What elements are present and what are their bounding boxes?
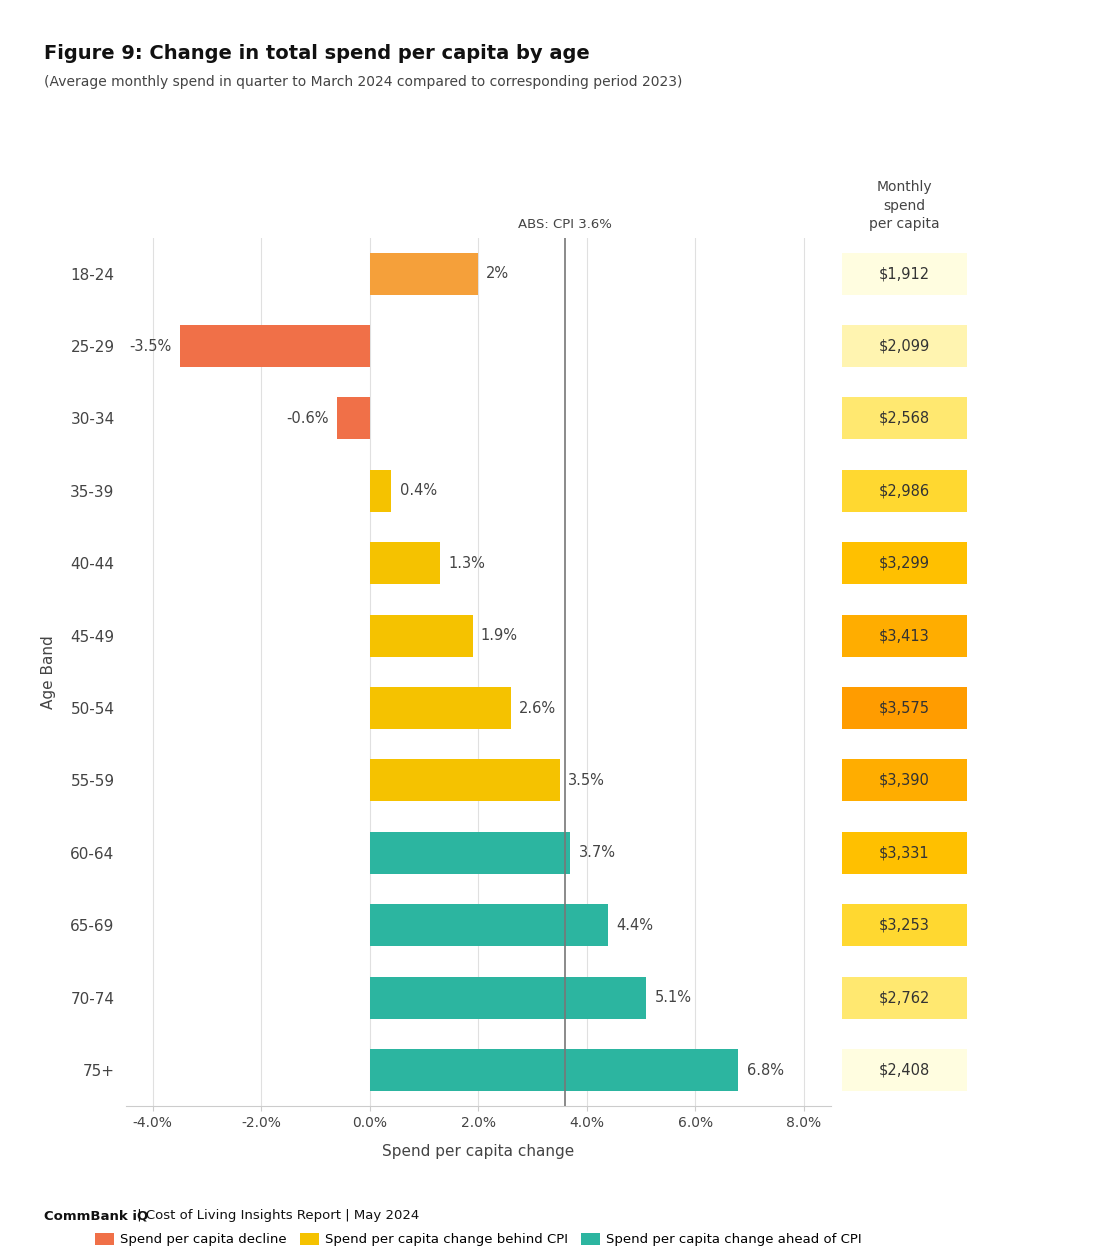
Text: 2.6%: 2.6% [519,700,556,715]
Text: $3,299: $3,299 [879,556,930,571]
Bar [369,976,646,1019]
Text: $2,762: $2,762 [879,990,930,1005]
FancyBboxPatch shape [842,542,967,584]
Text: Monthly
spend
per capita: Monthly spend per capita [869,180,940,231]
Text: $1,912: $1,912 [879,266,930,281]
FancyBboxPatch shape [842,398,967,440]
Text: $2,099: $2,099 [879,339,930,354]
Legend: Spend per capita decline, Spend per capita change behind CPI, Spend per capita c: Spend per capita decline, Spend per capi… [90,1228,868,1250]
Bar [369,831,571,874]
Text: -3.5%: -3.5% [130,339,172,354]
FancyBboxPatch shape [842,253,967,295]
Text: $3,413: $3,413 [879,629,930,644]
Bar [369,542,440,584]
Text: -0.6%: -0.6% [286,411,329,426]
Text: Figure 9: Change in total spend per capita by age: Figure 9: Change in total spend per capi… [44,44,589,63]
Bar [180,325,369,368]
Bar [369,615,473,656]
Bar [369,1049,739,1091]
Bar [369,760,560,801]
FancyBboxPatch shape [842,904,967,946]
X-axis label: Spend per capita change: Spend per capita change [383,1144,574,1159]
Text: 1.3%: 1.3% [448,556,485,571]
Bar [369,904,609,946]
Bar [369,688,510,729]
Text: 6.8%: 6.8% [747,1062,784,1078]
Text: | Cost of Living Insights Report | May 2024: | Cost of Living Insights Report | May 2… [133,1210,420,1222]
Y-axis label: Age Band: Age Band [42,635,57,709]
Text: $2,986: $2,986 [879,484,930,499]
Text: $3,331: $3,331 [879,845,930,860]
Text: ABS: CPI 3.6%: ABS: CPI 3.6% [518,219,612,231]
FancyBboxPatch shape [842,325,967,368]
Text: 0.4%: 0.4% [400,484,437,499]
Text: 2%: 2% [486,266,509,281]
Text: 4.4%: 4.4% [616,918,654,932]
FancyBboxPatch shape [842,1049,967,1091]
Text: $3,390: $3,390 [879,772,930,788]
Bar [369,253,478,295]
FancyBboxPatch shape [842,688,967,729]
Text: $2,408: $2,408 [879,1062,930,1078]
Text: $3,253: $3,253 [879,918,930,932]
Text: $3,575: $3,575 [879,700,930,715]
Text: 5.1%: 5.1% [655,990,692,1005]
Bar [369,470,391,512]
Text: 1.9%: 1.9% [481,629,518,644]
Text: (Average monthly spend in quarter to March 2024 compared to corresponding period: (Average monthly spend in quarter to Mar… [44,75,682,89]
Bar [337,398,369,440]
FancyBboxPatch shape [842,615,967,656]
Text: $2,568: $2,568 [879,411,930,426]
Text: CommBank iQ: CommBank iQ [44,1210,148,1222]
Text: 3.7%: 3.7% [578,845,615,860]
FancyBboxPatch shape [842,470,967,512]
FancyBboxPatch shape [842,976,967,1019]
FancyBboxPatch shape [842,760,967,801]
Text: 3.5%: 3.5% [567,772,604,788]
FancyBboxPatch shape [842,831,967,874]
